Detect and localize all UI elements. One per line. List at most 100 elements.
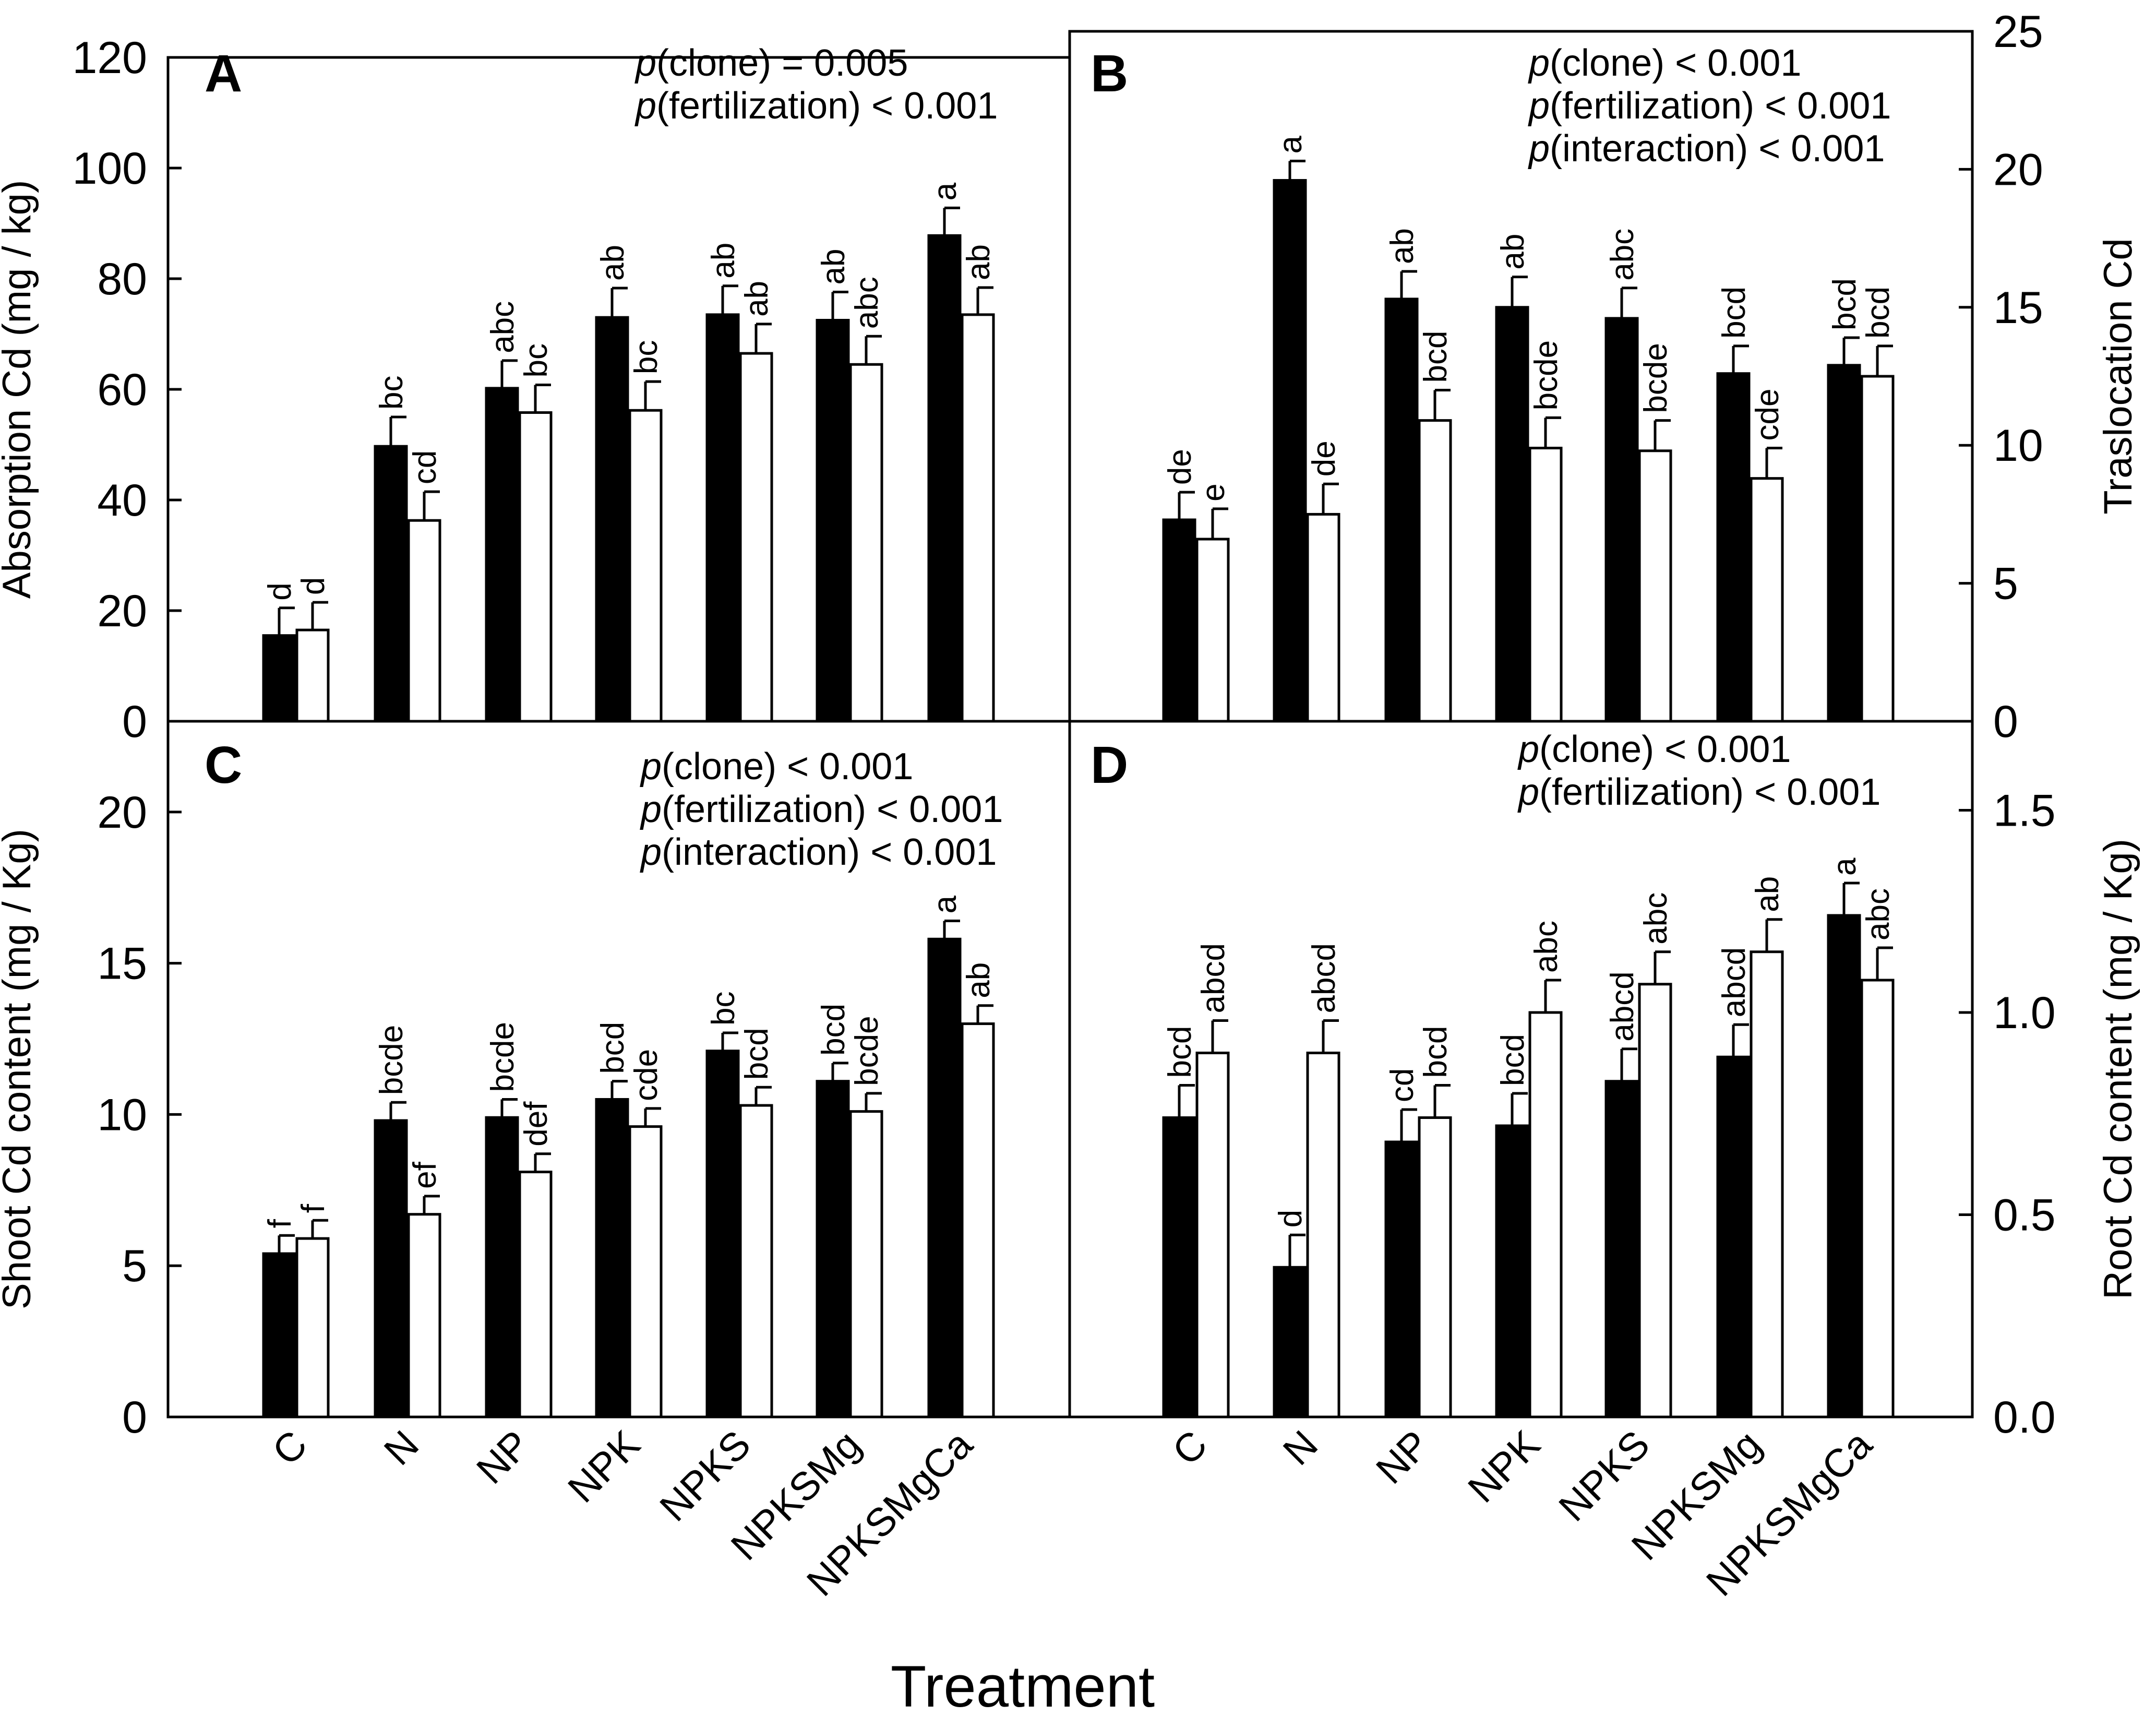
panel-c-letter: C [205, 736, 242, 794]
significance-letter: abc [1860, 888, 1896, 940]
y-tick-label-b: 25 [1993, 7, 2043, 57]
bar-c-open [849, 1110, 883, 1419]
significance-letter: f [295, 1203, 331, 1213]
significance-letter: a [1827, 857, 1863, 876]
significance-letter: ab [705, 243, 741, 279]
significance-letter: abcd [1604, 971, 1640, 1041]
stat-variable: p [640, 789, 662, 830]
stat-text: (fertilization) < 0.001 [662, 789, 1003, 830]
significance-letter: bcd [1827, 278, 1863, 330]
y-tick-label-c: 20 [97, 788, 147, 838]
stat-line-a: p(fertilization) < 0.001 [634, 85, 998, 127]
bar-b-filled [1827, 364, 1861, 723]
significance-letter: f [262, 1219, 298, 1228]
bar-a-open [518, 411, 553, 723]
y-tick-label-d: 1.0 [1993, 988, 2056, 1038]
significance-letter: bc [705, 991, 741, 1025]
y-tick-label-b: 15 [1993, 283, 2043, 333]
bar-d-open [1638, 983, 1672, 1419]
significance-letter: bcde [849, 1016, 885, 1086]
significance-letter: abc [1638, 892, 1674, 945]
y-tick-label-b: 20 [1993, 145, 2043, 195]
bar-d-open [1750, 950, 1784, 1419]
stat-text: (fertilization) < 0.001 [1539, 771, 1880, 813]
bar-b-filled [1495, 306, 1529, 723]
significance-letter: bcd [1418, 1026, 1454, 1078]
bar-b-filled [1162, 518, 1196, 723]
bar-a-filled [262, 634, 296, 723]
bar-c-open [407, 1213, 441, 1419]
bar-b-filled [1604, 317, 1639, 723]
significance-letter: bc [518, 343, 554, 377]
stat-variable: p [634, 85, 656, 127]
bar-b-filled [1273, 179, 1307, 723]
bar-b-filled [1716, 372, 1751, 723]
stat-text: (clone) = 0.005 [656, 42, 908, 84]
significance-letter: abc [485, 301, 521, 353]
y-tick-label-a: 0 [122, 697, 147, 747]
y-tick-label-d: 1.5 [1993, 786, 2056, 836]
significance-letter: cde [628, 1049, 664, 1101]
y-tick-label-c: 10 [97, 1090, 147, 1140]
stat-text: (clone) < 0.001 [662, 746, 913, 788]
y-tick-label-c: 15 [97, 939, 147, 989]
bar-c-filled [816, 1080, 850, 1419]
significance-letter: bcde [1638, 343, 1674, 413]
y-tick-label-b: 5 [1993, 559, 2018, 609]
significance-letter: bcd [1162, 1026, 1198, 1078]
stat-variable: p [1517, 729, 1539, 770]
stat-variable: p [1528, 42, 1550, 84]
significance-letter: bc [628, 340, 664, 374]
bar-b-filled [1384, 297, 1419, 723]
stat-text: (fertilization) < 0.001 [1550, 85, 1891, 127]
category-label: NP [1368, 1422, 1438, 1493]
stat-text: (interaction) < 0.001 [662, 831, 997, 873]
stat-line-c: p(fertilization) < 0.001 [640, 789, 1003, 830]
panel-b-letter: B [1091, 44, 1128, 103]
bar-b-open [1750, 477, 1784, 723]
significance-letter: a [927, 182, 963, 200]
bar-a-open [407, 519, 441, 723]
y-tick-label-d: 0.5 [1993, 1190, 2056, 1241]
y-axis-label-c: Shoot Cd content (mg / Kg) [0, 829, 39, 1309]
category-label: N [1275, 1422, 1326, 1474]
significance-letter: bcde [485, 1022, 521, 1092]
stat-text: (clone) < 0.001 [1550, 42, 1801, 84]
category-label: NP [468, 1422, 538, 1493]
bar-d-open [1528, 1011, 1563, 1419]
category-label: C [264, 1422, 316, 1474]
significance-letter: abcd [1716, 947, 1752, 1017]
stat-text: (fertilization) < 0.001 [656, 85, 998, 127]
bar-c-filled [262, 1252, 296, 1419]
significance-letter: bc [374, 376, 410, 410]
stat-line-a: p(clone) = 0.005 [634, 42, 908, 84]
stat-line-b: p(clone) < 0.001 [1528, 42, 1801, 84]
bar-c-filled [705, 1050, 740, 1419]
significance-letter: ab [961, 962, 997, 998]
y-tick-label-a: 40 [97, 475, 147, 526]
bar-d-filled [1162, 1116, 1196, 1419]
significance-letter: cde [1750, 389, 1786, 441]
significance-letter: ef [407, 1161, 443, 1188]
stat-variable: p [1528, 85, 1550, 127]
bar-a-filled [927, 234, 962, 723]
bar-d-filled [1827, 914, 1861, 1419]
significance-letter: bcd [595, 1022, 631, 1074]
bar-c-filled [374, 1119, 408, 1419]
bar-a-filled [705, 313, 740, 723]
bar-d-open [1306, 1052, 1340, 1419]
panel-d-letter: D [1091, 736, 1128, 794]
bar-a-open [295, 628, 330, 723]
bar-a-open [628, 409, 663, 723]
stat-line-d: p(clone) < 0.001 [1517, 729, 1791, 770]
y-tick-label-b: 10 [1993, 421, 2043, 471]
bar-c-open [628, 1125, 663, 1419]
bars-layer [166, 30, 1974, 1419]
significance-letter: ab [1495, 234, 1531, 270]
bar-d-open [1195, 1052, 1230, 1419]
significance-letter: bcd [1716, 287, 1752, 339]
category-label: C [1164, 1422, 1216, 1474]
y-tick-label-b: 0 [1993, 697, 2018, 747]
significance-letter: ab [595, 245, 631, 281]
